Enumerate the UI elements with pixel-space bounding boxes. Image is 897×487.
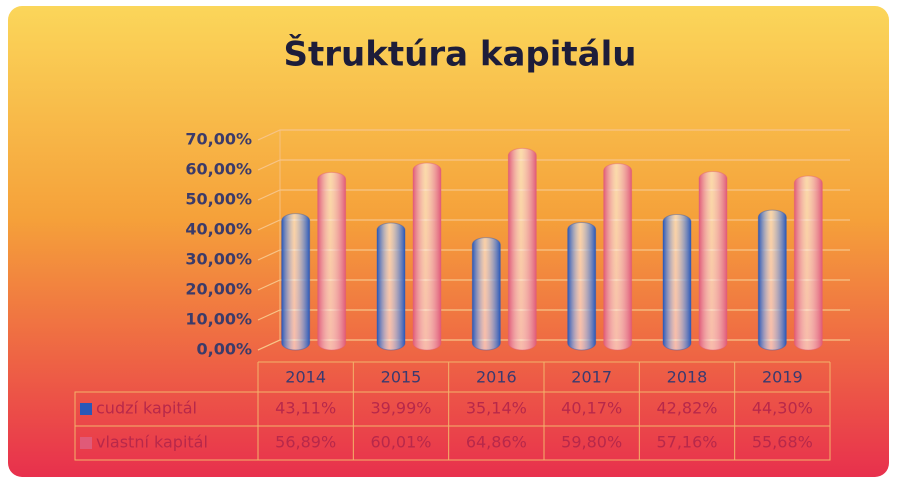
bar bbox=[471, 237, 501, 351]
grid-line bbox=[257, 189, 850, 201]
x-tick-label: 2018 bbox=[667, 368, 708, 387]
grid-line bbox=[257, 129, 850, 141]
table-cell: 64,86% bbox=[466, 433, 527, 452]
y-tick-label: 30,00% bbox=[185, 250, 252, 269]
table-cell: 39,99% bbox=[370, 399, 431, 418]
legend-swatch bbox=[80, 437, 92, 449]
bar bbox=[281, 213, 311, 351]
bar bbox=[376, 222, 406, 351]
y-tick-label: 40,00% bbox=[185, 220, 252, 239]
grid-line bbox=[257, 309, 850, 321]
table-cell: 42,82% bbox=[656, 399, 717, 418]
table-cell: 44,30% bbox=[752, 399, 813, 418]
grid-line bbox=[257, 249, 850, 261]
y-tick-label: 60,00% bbox=[185, 160, 252, 179]
legend-swatch bbox=[80, 403, 92, 415]
table-cell: 57,16% bbox=[656, 433, 717, 452]
x-tick-label: 2016 bbox=[476, 368, 517, 387]
table-cell: 40,17% bbox=[561, 399, 622, 418]
y-tick-label: 10,00% bbox=[185, 310, 252, 329]
grid-line bbox=[257, 279, 850, 291]
table-cell: 56,89% bbox=[275, 433, 336, 452]
x-tick-label: 2017 bbox=[571, 368, 612, 387]
grid-line bbox=[257, 159, 850, 171]
table-cell: 59,80% bbox=[561, 433, 622, 452]
chart-title: Štruktúra kapitálu bbox=[284, 34, 637, 75]
x-tick-label: 2014 bbox=[285, 368, 326, 387]
bar bbox=[793, 175, 823, 351]
y-tick-label: 50,00% bbox=[185, 190, 252, 209]
y-tick-label: 70,00% bbox=[185, 130, 252, 149]
legend-label: cudzí kapitál bbox=[96, 399, 197, 418]
bar bbox=[412, 162, 442, 351]
bar bbox=[317, 171, 347, 351]
legend-label: vlastní kapitál bbox=[96, 433, 208, 452]
bar bbox=[757, 209, 787, 351]
bar bbox=[603, 163, 633, 351]
grid-line bbox=[257, 339, 850, 351]
table-cell: 60,01% bbox=[370, 433, 431, 452]
bar bbox=[507, 147, 537, 351]
bar bbox=[662, 214, 692, 351]
x-tick-label: 2019 bbox=[762, 368, 803, 387]
bar bbox=[698, 171, 728, 351]
x-tick-label: 2015 bbox=[381, 368, 422, 387]
bar bbox=[567, 221, 597, 351]
table-cell: 35,14% bbox=[466, 399, 527, 418]
table-cell: 43,11% bbox=[275, 399, 336, 418]
y-tick-label: 0,00% bbox=[196, 340, 252, 359]
grid-line bbox=[257, 219, 850, 231]
y-tick-label: 20,00% bbox=[185, 280, 252, 299]
background bbox=[8, 6, 889, 477]
table-cell: 55,68% bbox=[752, 433, 813, 452]
